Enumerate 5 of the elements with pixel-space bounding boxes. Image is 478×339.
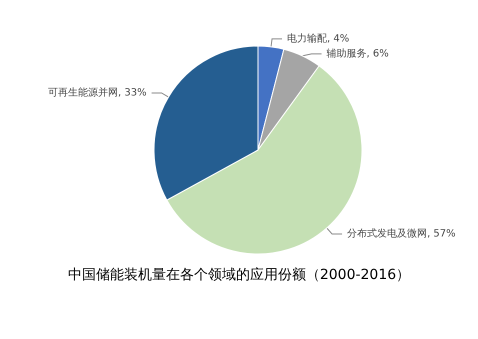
slice-label: 电力输配, 4% <box>287 32 350 44</box>
text: 中国储能装机量在各个领域的应用份额（2000-2016） <box>68 267 410 283</box>
slice-label: 辅助服务, 6% <box>326 47 389 60</box>
slice-label: 分布式发电及微网, 57% <box>347 228 456 240</box>
slice-label: 可再生能源并网, 33% <box>48 86 147 98</box>
